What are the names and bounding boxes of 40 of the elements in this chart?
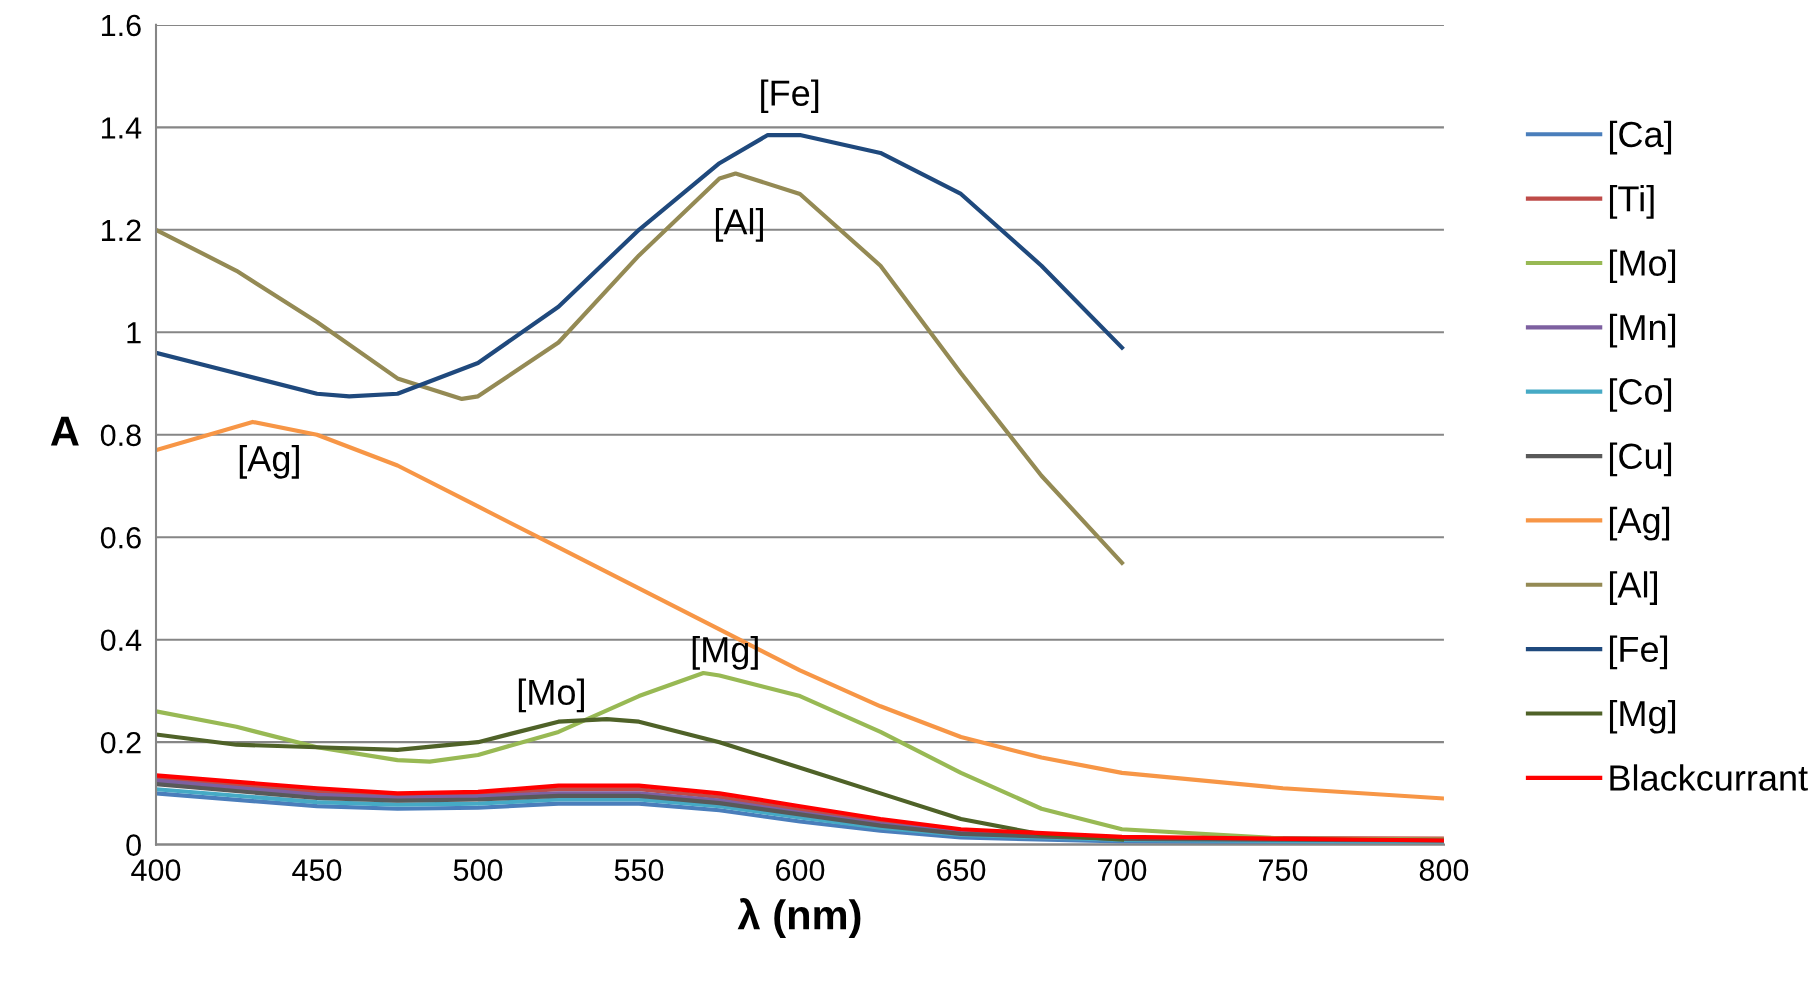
line-series	[156, 419, 1444, 801]
legend-label: [Ca]	[1609, 120, 1672, 155]
legend-label: [Co]	[1609, 378, 1672, 412]
y-tick-label: 0.2	[100, 731, 141, 754]
y-tick-label: 1.4	[101, 117, 142, 139]
annotation: [Al]	[715, 208, 763, 242]
legend-label: [Ti]	[1609, 185, 1654, 219]
y-tick-label: 1.6	[101, 14, 141, 37]
x-tick-label: 650	[937, 859, 986, 881]
x-tick-label: 550	[614, 859, 664, 881]
line-series	[156, 132, 1125, 399]
line-series	[156, 171, 1125, 565]
x-tick-label: 450	[292, 859, 342, 881]
legend-label: [Mg]	[1609, 699, 1676, 734]
x-tick-label: 800	[1419, 859, 1469, 881]
legend-label: [Mo]	[1609, 249, 1676, 284]
annotation: [Mo]	[518, 678, 584, 713]
line-series	[156, 717, 1125, 842]
x-tick-label: 750	[1259, 859, 1308, 881]
legend-label: [Mn]	[1609, 313, 1676, 348]
y-tick-label: 1	[127, 322, 141, 344]
annotation: [Mg]	[692, 635, 758, 670]
legend-label: Blackcurrant	[1610, 764, 1808, 791]
annotation: [Ag]	[239, 444, 299, 479]
y-tick-label: 0	[126, 834, 141, 856]
x-tick-label: 400	[131, 859, 181, 881]
legend-label: [Fe]	[1609, 635, 1668, 670]
x-tick-label: 500	[453, 859, 503, 881]
legend-label: [Cu]	[1609, 442, 1672, 477]
y-tick-label: 0.8	[100, 424, 141, 447]
y-tick-label: 0.6	[100, 526, 141, 549]
x-tick-label: 600	[776, 859, 825, 881]
x-tick-label: 700	[1098, 859, 1147, 881]
annotation: [Fe]	[761, 79, 819, 114]
y-tick-label: 0.4	[100, 629, 142, 652]
x-axis-title: λ (nm)	[737, 898, 861, 939]
legend-label: [Al]	[1609, 571, 1658, 605]
y-axis-title: A	[50, 416, 79, 446]
legend-label: [Ag]	[1609, 506, 1670, 541]
y-tick-label: 1.2	[101, 219, 141, 241]
